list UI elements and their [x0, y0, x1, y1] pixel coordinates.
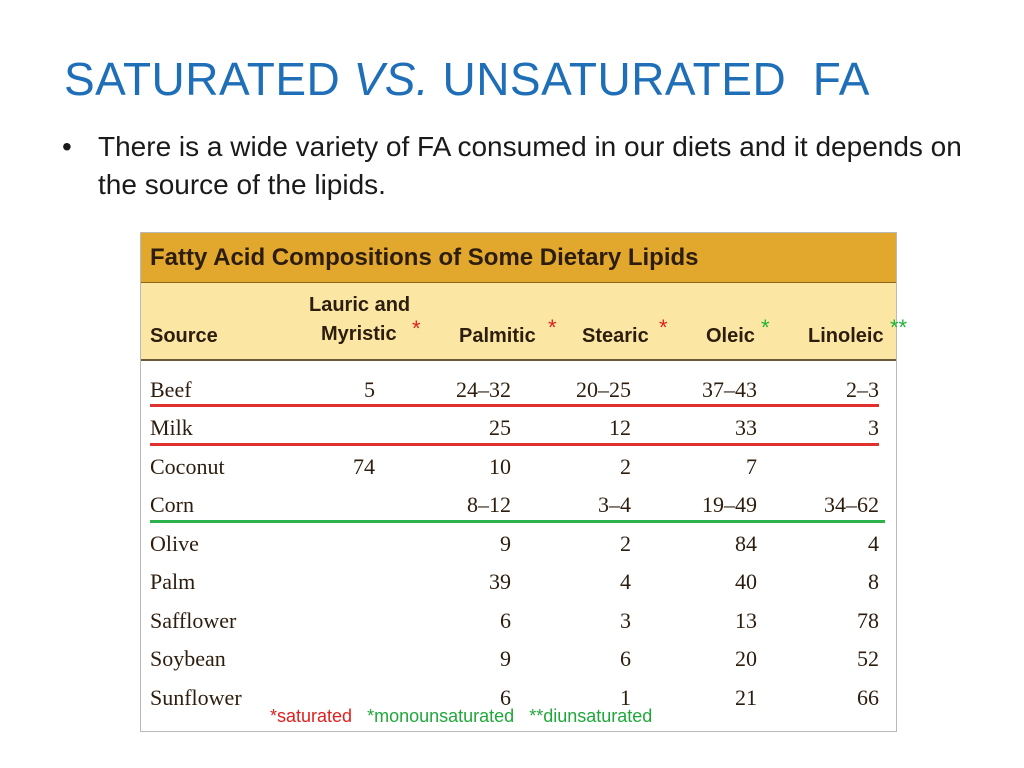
- cell-linoleic: 66: [857, 685, 879, 710]
- cell-oleic: 21: [735, 685, 757, 710]
- cell-palmitic: 8–12: [467, 492, 511, 517]
- cell-linoleic: 52: [857, 646, 879, 671]
- title-part-unsaturated: UNSATURATED FA: [442, 53, 870, 105]
- cell-stearic: 2: [620, 531, 631, 556]
- title-part-saturated: SATURATED: [64, 53, 341, 105]
- cell-palmitic: 6: [500, 608, 511, 633]
- column-header-band: [141, 283, 896, 361]
- cell-stearic: 1: [620, 685, 631, 710]
- cell-oleic: 84: [735, 531, 757, 556]
- table-title-bar: Fatty Acid Compositions of Some Dietary …: [141, 233, 896, 283]
- beef-underline: [150, 404, 879, 407]
- cell-palmitic: 6: [500, 685, 511, 710]
- row-source-milk: Milk: [150, 415, 193, 440]
- milk-underline: [150, 443, 879, 446]
- cell-palmitic: 24–32: [456, 377, 511, 402]
- legend: *saturated *monounsaturated **diunsatura…: [270, 706, 662, 727]
- cell-stearic: 6: [620, 646, 631, 671]
- cell-linoleic: 4: [868, 531, 879, 556]
- diunsaturated-marker-linoleic: **: [890, 315, 908, 340]
- cell-stearic: 4: [620, 569, 631, 594]
- fatty-acid-table-figure: Fatty Acid Compositions of Some Dietary …: [140, 232, 907, 732]
- cell-linoleic: 2–3: [846, 377, 879, 402]
- cell-lauric: 74: [353, 454, 375, 479]
- col-header-lauric-line1: Lauric and: [309, 294, 411, 316]
- cell-oleic: 40: [735, 569, 757, 594]
- title-part-vs: VS.: [353, 53, 430, 105]
- cell-stearic: 2: [620, 454, 631, 479]
- row-source-coconut: Coconut: [150, 454, 225, 479]
- cell-palmitic: 25: [489, 415, 511, 440]
- row-source-corn: Corn: [150, 492, 194, 517]
- bullet-point: • There is a wide variety of FA consumed…: [62, 128, 962, 204]
- slide-title: SATURATED VS. UNSATURATED FA: [64, 52, 870, 106]
- cell-linoleic: 8: [868, 569, 879, 594]
- cell-linoleic: 3: [868, 415, 879, 440]
- col-header-lauric-line2: Myristic: [321, 323, 397, 345]
- cell-palmitic: 39: [489, 569, 511, 594]
- cell-oleic: 37–43: [702, 377, 757, 402]
- bullet-text: There is a wide variety of FA consumed i…: [98, 131, 962, 200]
- row-source-safflower: Safflower: [150, 608, 237, 633]
- cell-linoleic: 78: [857, 608, 879, 633]
- saturated-marker-palmitic: *: [548, 315, 557, 340]
- cell-oleic: 20: [735, 646, 757, 671]
- corn-underline: [150, 520, 885, 523]
- col-header-stearic: Stearic: [582, 325, 649, 347]
- cell-palmitic: 9: [500, 531, 511, 556]
- cell-oleic: 7: [746, 454, 757, 479]
- row-source-beef: Beef: [150, 377, 192, 402]
- table-title: Fatty Acid Compositions of Some Dietary …: [150, 244, 699, 271]
- col-header-palmitic: Palmitic: [459, 325, 536, 347]
- row-source-palm: Palm: [150, 569, 196, 594]
- saturated-marker-stearic: *: [659, 315, 668, 340]
- cell-stearic: 3: [620, 608, 631, 633]
- cell-linoleic: 34–62: [824, 492, 879, 517]
- col-header-linoleic: Linoleic: [808, 325, 884, 347]
- row-source-soybean: Soybean: [150, 646, 226, 671]
- cell-oleic: 19–49: [702, 492, 757, 517]
- saturated-marker-lauric: *: [412, 316, 421, 341]
- cell-oleic: 33: [735, 415, 757, 440]
- legend-saturated: *saturated: [270, 706, 353, 726]
- row-source-olive: Olive: [150, 531, 199, 556]
- monounsaturated-marker-oleic: *: [761, 315, 770, 340]
- cell-palmitic: 10: [489, 454, 511, 479]
- cell-stearic: 3–4: [598, 492, 631, 517]
- cell-oleic: 13: [735, 608, 757, 633]
- legend-diunsaturated: **diunsaturated: [529, 706, 653, 726]
- row-source-sunflower: Sunflower: [150, 685, 242, 710]
- legend-monounsaturated: *monounsaturated: [367, 706, 515, 726]
- col-header-source: Source: [150, 325, 218, 347]
- cell-lauric: 5: [364, 377, 375, 402]
- cell-stearic: 12: [609, 415, 631, 440]
- col-header-oleic: Oleic: [706, 325, 755, 347]
- cell-stearic: 20–25: [576, 377, 631, 402]
- bullet-dot: •: [62, 131, 72, 162]
- cell-palmitic: 9: [500, 646, 511, 671]
